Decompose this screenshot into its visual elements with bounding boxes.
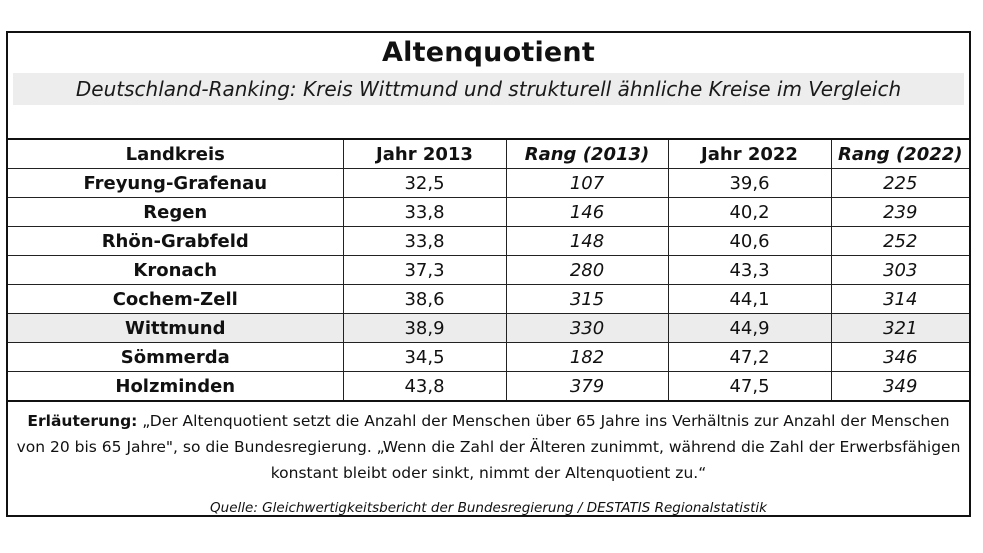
cell-rang-2013: 330 <box>505 313 669 343</box>
cell-rang-2013: 315 <box>505 284 669 314</box>
page-subtitle: Deutschland-Ranking: Kreis Wittmund und … <box>13 73 964 105</box>
table-row: Cochem-Zell 38,6 315 44,1 314 <box>8 284 969 314</box>
table-row: Freyung-Grafenau 32,5 107 39,6 225 <box>8 168 969 198</box>
cell-jahr-2013: 37,3 <box>342 255 507 285</box>
ranking-table: Landkreis Jahr 2013 Rang (2013) Jahr 202… <box>8 138 969 402</box>
table-row: Regen 33,8 146 40,2 239 <box>8 197 969 227</box>
table-row-highlighted: Wittmund 38,9 330 44,9 321 <box>8 313 969 343</box>
cell-landkreis: Freyung-Grafenau <box>8 168 344 198</box>
cell-jahr-2022: 47,5 <box>667 371 832 402</box>
table-body: Freyung-Grafenau 32,5 107 39,6 225 Regen 33,8 1… <box>8 168 969 402</box>
cell-rang-2022: 314 <box>830 284 969 314</box>
cell-rang-2013: 148 <box>505 226 669 256</box>
cell-rang-2022: 303 <box>830 255 969 285</box>
table-header-row: Landkreis Jahr 2013 Rang (2013) Jahr 202… <box>8 138 969 169</box>
table-row: Holzminden 43,8 379 47,5 349 <box>8 371 969 402</box>
cell-landkreis: Rhön-Grabfeld <box>8 226 344 256</box>
cell-rang-2013: 146 <box>505 197 669 227</box>
table-row: Rhön-Grabfeld 33,8 148 40,6 252 <box>8 226 969 256</box>
column-header-landkreis: Landkreis <box>8 138 344 169</box>
cell-landkreis: Cochem-Zell <box>8 284 344 314</box>
cell-jahr-2022: 44,1 <box>667 284 832 314</box>
table-row: Kronach 37,3 280 43,3 303 <box>8 255 969 285</box>
cell-jahr-2022: 47,2 <box>667 342 832 372</box>
column-header-rang-2022: Rang (2022) <box>830 138 969 169</box>
cell-rang-2022: 349 <box>830 371 969 402</box>
spacer <box>8 105 969 138</box>
cell-jahr-2022: 44,9 <box>667 313 832 343</box>
cell-rang-2013: 182 <box>505 342 669 372</box>
page-title: Altenquotient <box>382 37 595 68</box>
table-row: Sömmerda 34,5 182 47,2 346 <box>8 342 969 372</box>
explanation-text: „Der Altenquotient setzt die Anzahl der … <box>16 412 961 482</box>
cell-rang-2022: 239 <box>830 197 969 227</box>
cell-landkreis: Regen <box>8 197 344 227</box>
cell-jahr-2022: 40,2 <box>667 197 832 227</box>
cell-jahr-2022: 43,3 <box>667 255 832 285</box>
cell-jahr-2022: 40,6 <box>667 226 832 256</box>
cell-landkreis: Wittmund <box>8 313 344 343</box>
column-header-jahr-2013: Jahr 2013 <box>342 138 507 169</box>
explanation-note: Erläuterung: „Der Altenquotient setzt di… <box>8 402 969 486</box>
cell-landkreis: Holzminden <box>8 371 344 402</box>
cell-jahr-2013: 32,5 <box>342 168 507 198</box>
column-header-rang-2013: Rang (2013) <box>505 138 669 169</box>
cell-rang-2022: 321 <box>830 313 969 343</box>
cell-jahr-2022: 39,6 <box>667 168 832 198</box>
explanation-label: Erläuterung: <box>27 412 138 430</box>
cell-jahr-2013: 38,9 <box>342 313 507 343</box>
source-note: Quelle: Gleichwertigkeitsbericht der Bun… <box>210 500 767 516</box>
cell-rang-2022: 225 <box>830 168 969 198</box>
cell-landkreis: Kronach <box>8 255 344 285</box>
cell-rang-2013: 280 <box>505 255 669 285</box>
cell-jahr-2013: 43,8 <box>342 371 507 402</box>
infographic-frame: Altenquotient Deutschland-Ranking: Kreis… <box>6 31 971 517</box>
cell-jahr-2013: 38,6 <box>342 284 507 314</box>
cell-landkreis: Sömmerda <box>8 342 344 372</box>
cell-jahr-2013: 34,5 <box>342 342 507 372</box>
cell-jahr-2013: 33,8 <box>342 226 507 256</box>
cell-rang-2022: 346 <box>830 342 969 372</box>
column-header-jahr-2022: Jahr 2022 <box>667 138 832 169</box>
cell-jahr-2013: 33,8 <box>342 197 507 227</box>
cell-rang-2022: 252 <box>830 226 969 256</box>
cell-rang-2013: 107 <box>505 168 669 198</box>
cell-rang-2013: 379 <box>505 371 669 402</box>
